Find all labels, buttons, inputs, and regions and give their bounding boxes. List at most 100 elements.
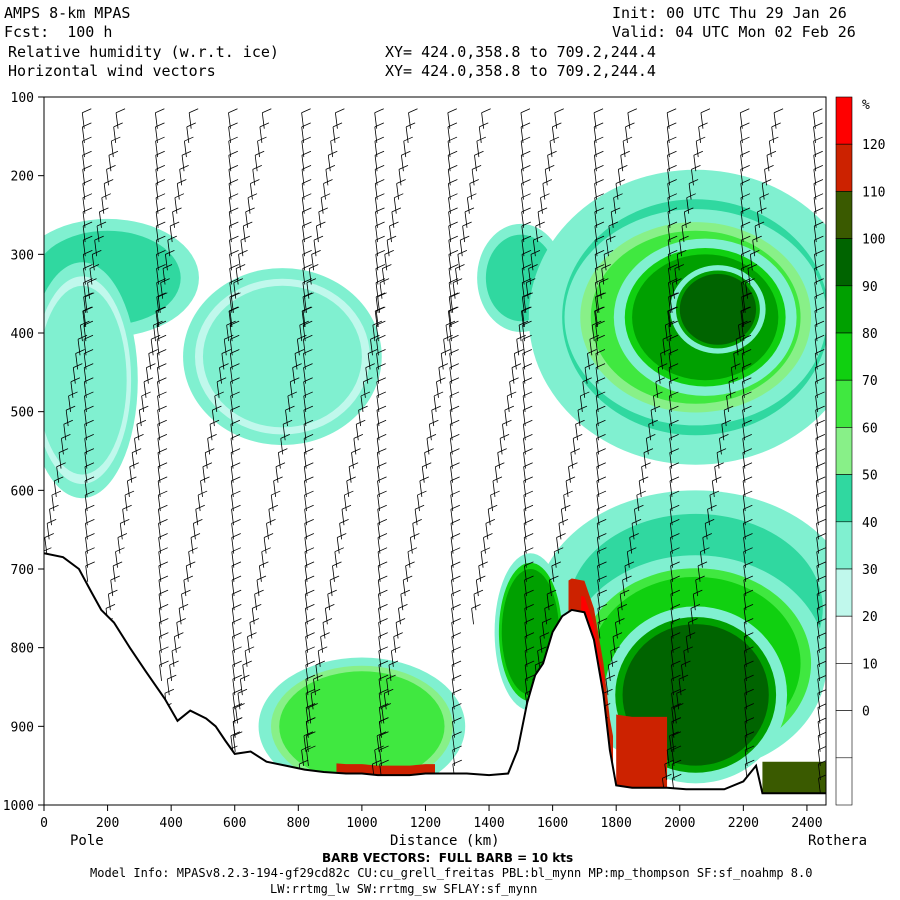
wind-barb xyxy=(560,509,564,526)
wind-barb-flag xyxy=(741,320,752,326)
wind-barb-flag xyxy=(436,377,446,383)
wind-barb xyxy=(597,622,601,639)
wind-barb-flag xyxy=(478,561,488,567)
wind-barb-flag xyxy=(667,235,678,241)
wind-barb-flag xyxy=(814,264,824,269)
wind-barb xyxy=(428,424,432,441)
wind-barb-flag xyxy=(615,618,625,623)
wind-barb-flag xyxy=(741,292,751,298)
wind-barb xyxy=(277,452,281,469)
wind-barb-flag xyxy=(262,108,272,114)
wind-barb xyxy=(58,452,62,469)
wind-barb-flag xyxy=(231,561,242,567)
wind-barb-flag xyxy=(374,136,385,142)
wind-barb xyxy=(761,183,765,200)
wind-barb-flag xyxy=(670,504,680,510)
wind-barb-flag xyxy=(471,165,482,170)
wind-barb-flag xyxy=(615,179,626,184)
wind-barb-flag xyxy=(594,235,605,241)
wind-barb-flag xyxy=(537,207,548,213)
wind-barb-flag xyxy=(594,193,604,199)
wind-barb-flag xyxy=(747,264,758,269)
wind-barb-flag xyxy=(85,547,95,553)
wind-barb xyxy=(322,622,326,639)
wind-barb-flag xyxy=(596,405,606,411)
wind-barb xyxy=(443,339,447,356)
wind-barb-flag xyxy=(398,603,408,609)
wind-barb xyxy=(348,466,352,483)
wind-barb-flag xyxy=(450,448,460,453)
wind-barb xyxy=(287,395,291,412)
wind-barb-flag xyxy=(677,249,687,255)
wind-barb-flag xyxy=(341,504,352,510)
wind-barb xyxy=(433,395,437,412)
wind-barb-flag xyxy=(172,207,182,213)
wind-barb xyxy=(669,735,672,752)
wind-barb-flag xyxy=(669,419,679,425)
wind-barb-flag xyxy=(228,306,239,312)
wind-barb-flag xyxy=(743,575,754,581)
field-label: Relative humidity (w.r.t. ice) xyxy=(8,43,279,61)
wind-barb xyxy=(589,339,593,356)
wind-barb-flag xyxy=(328,150,338,156)
wind-barb-flag xyxy=(77,334,88,340)
wind-barb-flag xyxy=(56,462,66,468)
wind-barb xyxy=(173,636,177,653)
wind-barb-flag xyxy=(521,193,531,199)
wind-barb xyxy=(232,721,236,738)
wind-barb-flag xyxy=(662,334,673,340)
wind-barb-flag xyxy=(639,476,649,482)
wind-barb-flag xyxy=(378,561,388,567)
wind-barb-flag xyxy=(315,660,326,666)
wind-barb-flag xyxy=(304,462,314,468)
wind-barb xyxy=(56,466,60,483)
wind-barb-flag xyxy=(297,334,307,340)
wind-barb-flag xyxy=(376,334,386,340)
wind-barb-flag xyxy=(305,603,315,609)
wind-barb-flag xyxy=(304,490,314,496)
wind-barb-flag xyxy=(232,660,242,666)
wind-barb-flag xyxy=(377,448,387,453)
wind-barb-flag xyxy=(691,165,701,170)
wind-barb-flag xyxy=(231,504,241,510)
wind-barb-flag xyxy=(813,165,823,170)
wind-barb-flag xyxy=(82,306,92,312)
wind-barb-flag xyxy=(375,235,385,241)
wind-barb-flag xyxy=(521,136,531,142)
wind-barb xyxy=(666,749,670,766)
wind-barb-flag xyxy=(596,462,606,468)
wind-barb-flag xyxy=(304,561,315,567)
wind-barb xyxy=(197,495,201,512)
wind-barb-flag xyxy=(311,249,321,255)
wind-barb-flag xyxy=(679,235,689,241)
x-tick-label: 400 xyxy=(159,816,182,831)
wind-barb-flag xyxy=(214,391,224,397)
wind-barb-flag xyxy=(414,504,425,510)
wind-barb-flag xyxy=(306,745,316,751)
wind-barb-flag xyxy=(155,306,166,312)
wind-barb-flag xyxy=(502,419,512,425)
wind-barb-flag xyxy=(158,292,168,298)
wind-barb xyxy=(46,523,50,540)
wind-barb xyxy=(516,339,520,356)
wind-barb-flag xyxy=(524,646,535,652)
model-info-2: LW:rrtmg_lw SW:rrtmg_sw SFLAY:sf_mynn xyxy=(270,882,538,896)
wind-barb-flag xyxy=(671,674,681,680)
wind-barb-flag xyxy=(742,419,752,425)
wind-barb-flag xyxy=(617,603,627,609)
wind-barb xyxy=(452,282,456,299)
wind-barb-flag xyxy=(524,533,534,538)
wind-barb-flag xyxy=(599,278,609,284)
wind-barb xyxy=(638,480,642,497)
wind-barb-flag xyxy=(752,235,762,241)
wind-barb-flag xyxy=(363,377,373,383)
wind-barb-flag xyxy=(705,519,715,524)
wind-barb xyxy=(674,268,678,285)
wind-barb xyxy=(148,353,152,370)
wind-barb-flag xyxy=(58,448,69,453)
wind-barb-flag xyxy=(303,434,314,439)
wind-barb-flag xyxy=(524,547,534,553)
wind-barb xyxy=(728,381,732,398)
wind-barb xyxy=(317,650,321,667)
wind-barb-flag xyxy=(668,349,679,354)
